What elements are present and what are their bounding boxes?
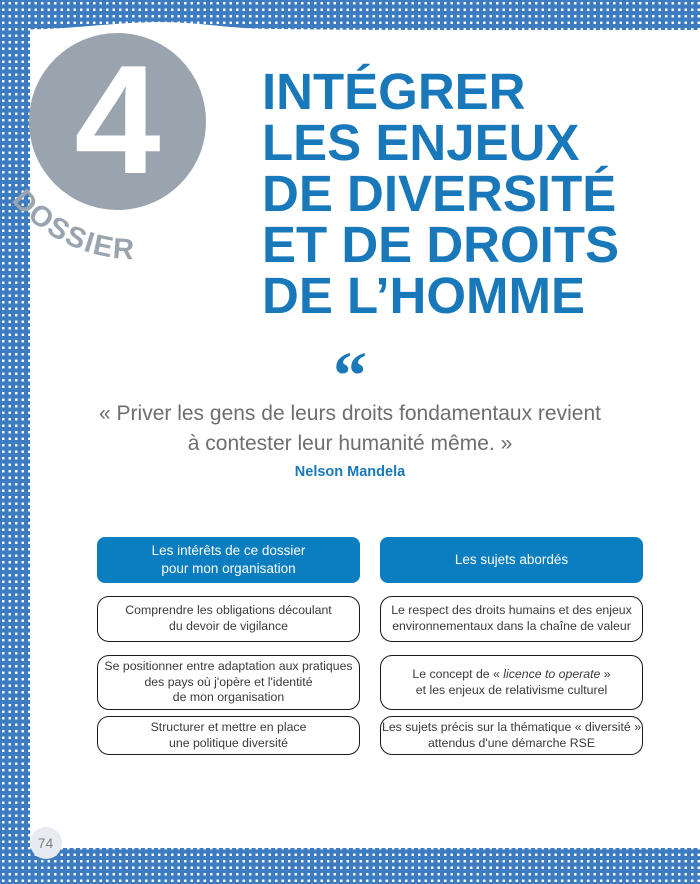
svg-text:DOSSIER: DOSSIER	[6, 185, 137, 266]
